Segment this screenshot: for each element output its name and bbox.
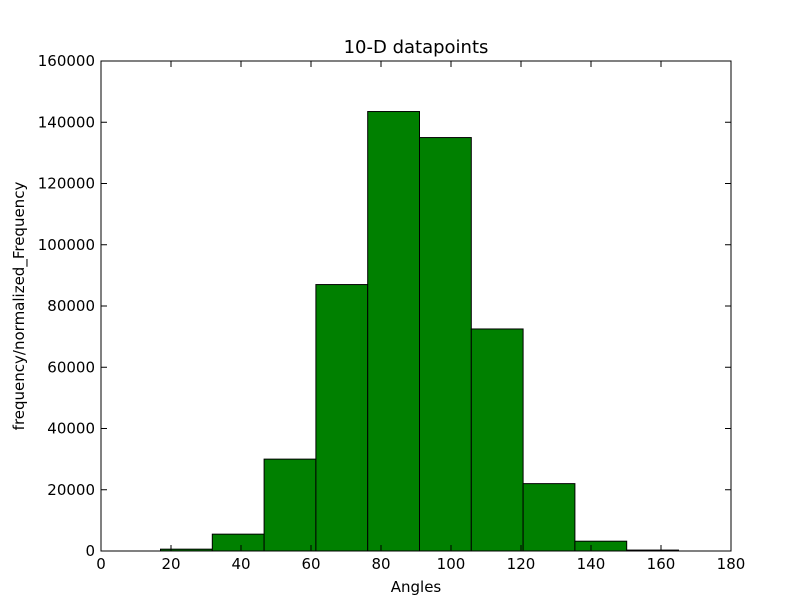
plot-frame — [100, 60, 732, 552]
y-tick-label: 100000 — [38, 236, 95, 254]
x-tick-label: 20 — [161, 555, 180, 573]
histogram-bar — [211, 533, 265, 552]
x-tick-label: 100 — [437, 555, 466, 573]
x-tick-label: 60 — [301, 555, 320, 573]
x-tick-label: 120 — [507, 555, 536, 573]
y-tick-label: 60000 — [47, 358, 95, 376]
y-tick-label: 40000 — [47, 420, 95, 438]
x-tick-label: 180 — [717, 555, 746, 573]
y-tick-label: 80000 — [47, 297, 95, 315]
x-tick-label: 0 — [96, 555, 106, 573]
bars-group — [160, 111, 680, 552]
histogram-bar — [315, 284, 369, 552]
histogram-bar — [470, 328, 524, 552]
y-tick-label: 0 — [85, 542, 95, 560]
histogram-bar — [367, 111, 421, 552]
x-tick-label: 160 — [647, 555, 676, 573]
histogram-bar — [419, 137, 472, 552]
ticks-group: 0 20 40 60 80 100 120 140 160 180 0 20000 40000 60000… — [38, 52, 746, 573]
y-axis-label: frequency/normalized_Frequency — [10, 182, 29, 431]
x-axis-label: Angles — [391, 578, 442, 596]
y-tick-label: 140000 — [38, 113, 95, 131]
x-tick-label: 80 — [371, 555, 390, 573]
x-tick-label: 140 — [577, 555, 606, 573]
histogram-bar — [263, 458, 317, 552]
chart-title: 10-D datapoints — [344, 37, 489, 58]
y-tick-label: 20000 — [47, 481, 95, 499]
y-tick-label: 160000 — [38, 52, 95, 70]
x-tick-label: 40 — [231, 555, 250, 573]
y-tick-label: 120000 — [38, 175, 95, 193]
histogram-bar — [522, 483, 576, 552]
histogram-bar — [574, 540, 628, 552]
